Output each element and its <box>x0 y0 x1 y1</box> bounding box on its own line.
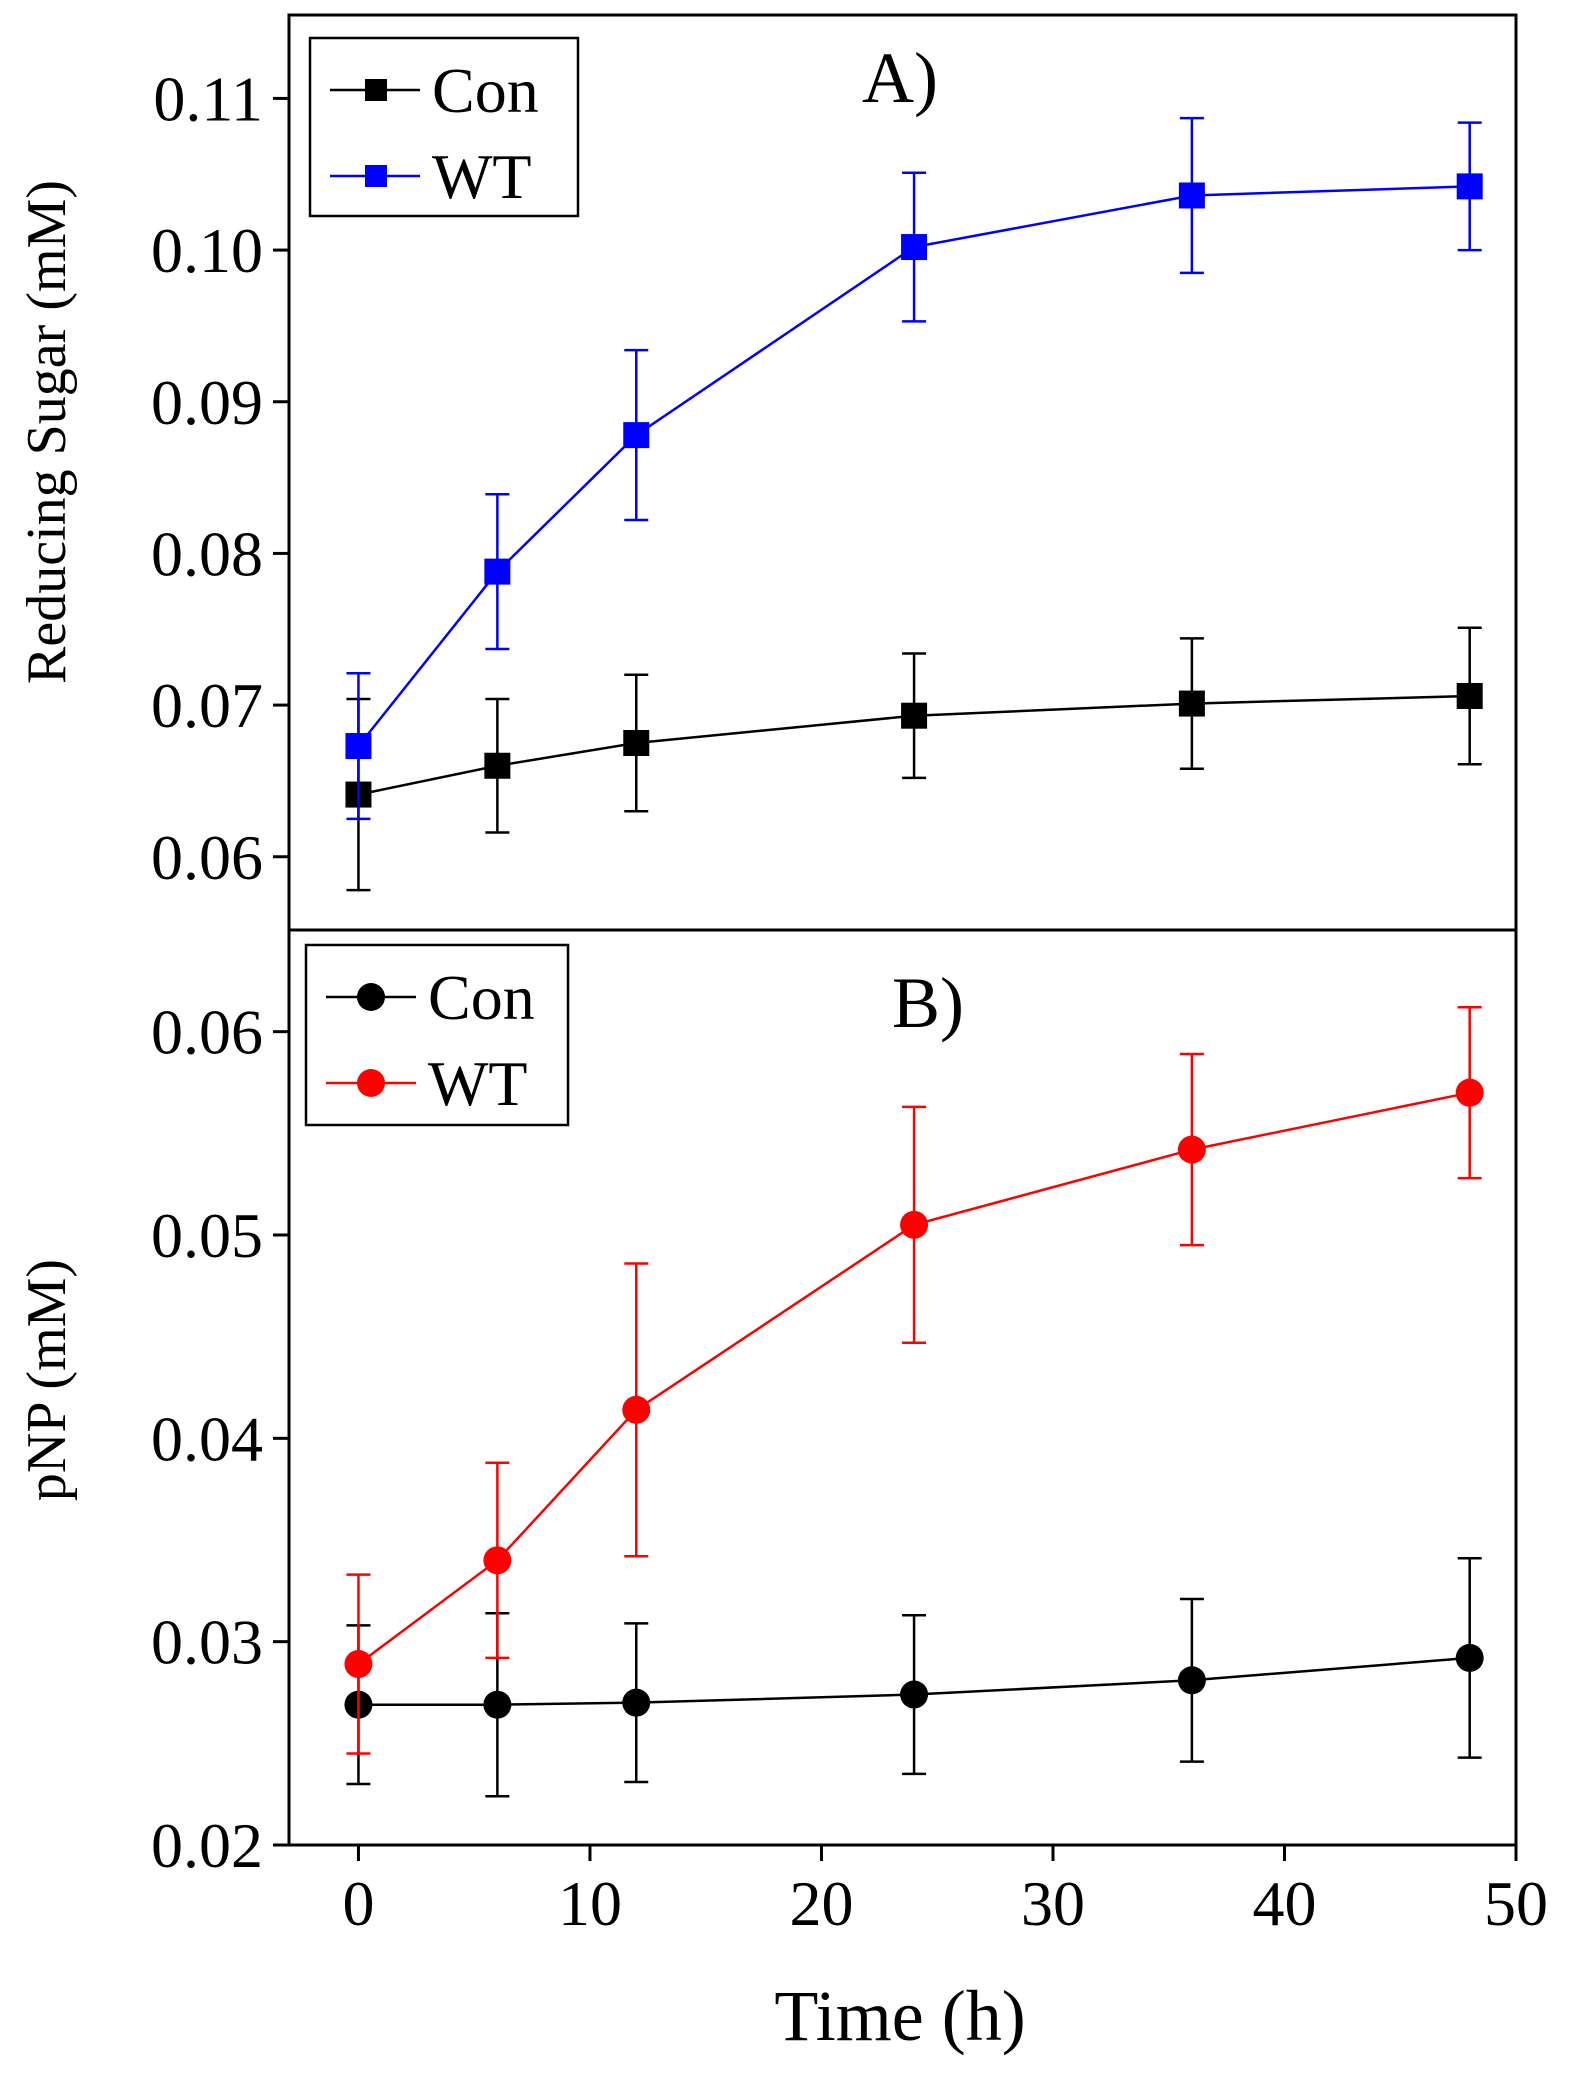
data-point <box>484 752 511 779</box>
data-point <box>1455 1643 1484 1672</box>
legend-label: Con <box>428 962 535 1033</box>
legend-marker <box>365 79 387 101</box>
data-point <box>1178 182 1205 209</box>
y-tick-label: 0.04 <box>151 1403 263 1474</box>
series-line <box>358 1656 1470 1706</box>
series-line <box>357 1091 1470 1666</box>
legend-label: Con <box>432 55 539 126</box>
panel-label: A) <box>862 38 938 118</box>
legend-item-wt: WT <box>326 1048 528 1119</box>
series-wt <box>345 116 1483 821</box>
panel-label: B) <box>892 963 964 1043</box>
legend: Con WT <box>304 943 570 1127</box>
legend-item-wt: WT <box>330 141 532 212</box>
legend-box <box>304 943 570 1127</box>
legend-label: WT <box>428 1048 528 1119</box>
series-con <box>344 1557 1484 1798</box>
data-point <box>483 1546 512 1575</box>
legend-marker <box>357 983 385 1011</box>
x-tick-label: 20 <box>789 1868 853 1939</box>
series-line <box>357 185 1470 747</box>
data-point <box>622 1688 651 1717</box>
legend-label: WT <box>432 141 532 212</box>
chart-panel-b: 0.02 0.03 0.04 0.05 0.06 pNP (mM) 0 10 20 30 40 50 T… <box>16 928 1548 2056</box>
x-tick-label: 0 <box>342 1868 374 1939</box>
legend-marker <box>357 1069 385 1097</box>
chart-panel-a: 0.06 0.07 0.08 0.09 0.10 0.11 Reducing Sugar (… <box>16 13 1518 932</box>
data-point <box>901 234 928 261</box>
data-point <box>1456 682 1483 709</box>
data-point <box>623 422 650 449</box>
data-point <box>622 1395 651 1424</box>
x-axis-label: Time (h) <box>774 1976 1025 2056</box>
legend-marker <box>365 165 387 187</box>
data-point <box>900 1680 929 1709</box>
data-point <box>344 1650 373 1679</box>
legend-box <box>308 36 580 218</box>
data-point <box>1177 1666 1206 1695</box>
data-point <box>901 702 928 729</box>
legend: Con WT <box>308 36 580 218</box>
y-tick-label: 0.02 <box>151 1810 263 1881</box>
data-point <box>1456 173 1483 200</box>
x-tick-label: 30 <box>1021 1868 1085 1939</box>
series-line <box>358 694 1470 796</box>
y-tick-label: 0.10 <box>151 215 263 286</box>
x-tick-label: 40 <box>1252 1868 1316 1939</box>
legend-item-con: Con <box>330 55 539 126</box>
data-point <box>483 1690 512 1719</box>
legend-item-con: Con <box>326 962 535 1033</box>
data-point <box>623 730 650 756</box>
series-con <box>345 626 1483 892</box>
x-tick-label: 50 <box>1484 1868 1548 1939</box>
data-point <box>1177 1135 1206 1164</box>
plot-frame <box>287 928 1518 1847</box>
y-tick-label: 0.06 <box>151 997 263 1068</box>
y-tick-label: 0.06 <box>151 822 263 893</box>
y-tick-label: 0.11 <box>153 63 263 134</box>
y-tick-label: 0.07 <box>151 670 263 741</box>
y-tick-label: 0.08 <box>151 518 263 589</box>
data-point <box>484 558 511 585</box>
data-point <box>900 1210 929 1239</box>
data-point <box>1455 1078 1484 1107</box>
x-tick-label: 10 <box>558 1868 622 1939</box>
data-point <box>345 733 372 760</box>
series-wt <box>344 1006 1484 1755</box>
y-axis-label: pNP (mM) <box>16 1259 78 1501</box>
data-point <box>1178 690 1205 717</box>
y-tick-label: 0.09 <box>151 367 263 438</box>
y-tick-label: 0.03 <box>151 1607 263 1678</box>
y-tick-label: 0.05 <box>151 1200 263 1271</box>
y-axis-label: Reducing Sugar (mM) <box>16 180 78 684</box>
